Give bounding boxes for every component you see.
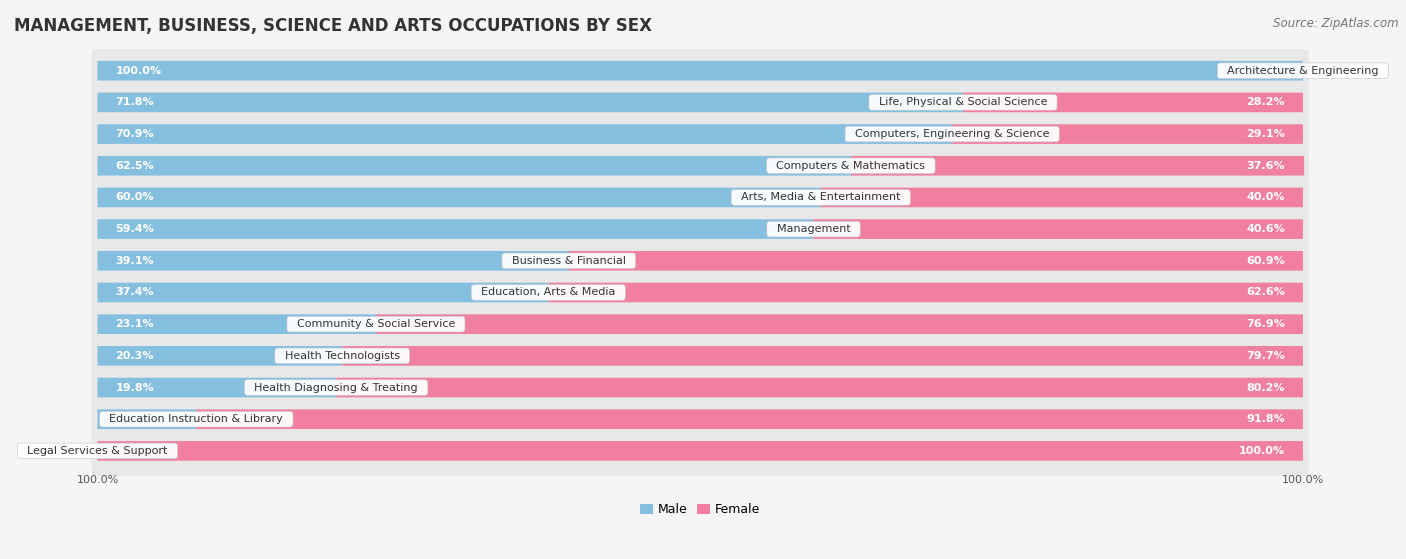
FancyBboxPatch shape bbox=[91, 169, 1309, 226]
Legend: Male, Female: Male, Female bbox=[636, 498, 765, 522]
FancyBboxPatch shape bbox=[97, 314, 375, 334]
Text: 79.7%: 79.7% bbox=[1246, 351, 1285, 361]
Text: 100.0%: 100.0% bbox=[1239, 446, 1285, 456]
FancyBboxPatch shape bbox=[97, 61, 1303, 80]
Text: 91.8%: 91.8% bbox=[1246, 414, 1285, 424]
FancyBboxPatch shape bbox=[97, 156, 851, 176]
Text: 23.1%: 23.1% bbox=[115, 319, 155, 329]
FancyBboxPatch shape bbox=[548, 283, 1303, 302]
Text: 29.1%: 29.1% bbox=[1246, 129, 1285, 139]
Text: 8.2%: 8.2% bbox=[156, 414, 184, 424]
Text: 100.0%: 100.0% bbox=[1282, 475, 1324, 485]
Text: Health Technologists: Health Technologists bbox=[277, 351, 406, 361]
Text: 100.0%: 100.0% bbox=[76, 475, 118, 485]
Text: 40.6%: 40.6% bbox=[1246, 224, 1285, 234]
Text: 70.9%: 70.9% bbox=[115, 129, 155, 139]
Text: 76.9%: 76.9% bbox=[1246, 319, 1285, 329]
FancyBboxPatch shape bbox=[91, 74, 1309, 131]
FancyBboxPatch shape bbox=[91, 233, 1309, 289]
Text: 59.4%: 59.4% bbox=[115, 224, 155, 234]
FancyBboxPatch shape bbox=[91, 328, 1309, 384]
FancyBboxPatch shape bbox=[97, 219, 814, 239]
Text: 62.6%: 62.6% bbox=[1246, 287, 1285, 297]
Text: Architecture & Engineering: Architecture & Engineering bbox=[1220, 66, 1386, 75]
Text: 28.2%: 28.2% bbox=[1246, 97, 1285, 107]
Text: Education, Arts & Media: Education, Arts & Media bbox=[474, 287, 623, 297]
Text: 62.5%: 62.5% bbox=[115, 161, 155, 170]
Text: 60.9%: 60.9% bbox=[1246, 256, 1285, 266]
FancyBboxPatch shape bbox=[97, 283, 548, 302]
FancyBboxPatch shape bbox=[91, 106, 1309, 162]
Text: 100.0%: 100.0% bbox=[115, 66, 162, 75]
FancyBboxPatch shape bbox=[97, 441, 1303, 461]
FancyBboxPatch shape bbox=[91, 359, 1309, 416]
Text: Source: ZipAtlas.com: Source: ZipAtlas.com bbox=[1274, 17, 1399, 30]
Text: Business & Financial: Business & Financial bbox=[505, 256, 633, 266]
FancyBboxPatch shape bbox=[97, 93, 963, 112]
Text: Life, Physical & Social Science: Life, Physical & Social Science bbox=[872, 97, 1054, 107]
Text: 20.3%: 20.3% bbox=[115, 351, 155, 361]
Text: Management: Management bbox=[769, 224, 858, 234]
FancyBboxPatch shape bbox=[197, 409, 1303, 429]
FancyBboxPatch shape bbox=[821, 188, 1303, 207]
FancyBboxPatch shape bbox=[342, 346, 1303, 366]
Text: 71.8%: 71.8% bbox=[115, 97, 155, 107]
Text: 39.1%: 39.1% bbox=[115, 256, 155, 266]
FancyBboxPatch shape bbox=[91, 264, 1309, 321]
FancyBboxPatch shape bbox=[91, 138, 1309, 194]
Text: 19.8%: 19.8% bbox=[115, 382, 155, 392]
FancyBboxPatch shape bbox=[336, 378, 1303, 397]
FancyBboxPatch shape bbox=[375, 314, 1303, 334]
Text: Computers & Mathematics: Computers & Mathematics bbox=[769, 161, 932, 170]
Text: 80.2%: 80.2% bbox=[1246, 382, 1285, 392]
Text: Community & Social Service: Community & Social Service bbox=[290, 319, 463, 329]
FancyBboxPatch shape bbox=[97, 251, 569, 271]
FancyBboxPatch shape bbox=[97, 378, 336, 397]
Text: Health Diagnosing & Treating: Health Diagnosing & Treating bbox=[247, 382, 425, 392]
FancyBboxPatch shape bbox=[97, 188, 821, 207]
Text: Education Instruction & Library: Education Instruction & Library bbox=[103, 414, 290, 424]
FancyBboxPatch shape bbox=[97, 409, 197, 429]
FancyBboxPatch shape bbox=[963, 93, 1303, 112]
FancyBboxPatch shape bbox=[97, 346, 342, 366]
Text: 37.6%: 37.6% bbox=[1246, 161, 1285, 170]
Text: Legal Services & Support: Legal Services & Support bbox=[20, 446, 174, 456]
Text: 37.4%: 37.4% bbox=[115, 287, 155, 297]
FancyBboxPatch shape bbox=[952, 124, 1303, 144]
Text: 60.0%: 60.0% bbox=[115, 192, 155, 202]
FancyBboxPatch shape bbox=[97, 124, 952, 144]
FancyBboxPatch shape bbox=[814, 219, 1303, 239]
FancyBboxPatch shape bbox=[91, 391, 1309, 447]
FancyBboxPatch shape bbox=[569, 251, 1303, 271]
Text: Computers, Engineering & Science: Computers, Engineering & Science bbox=[848, 129, 1056, 139]
FancyBboxPatch shape bbox=[91, 423, 1309, 479]
FancyBboxPatch shape bbox=[91, 296, 1309, 352]
Text: Arts, Media & Entertainment: Arts, Media & Entertainment bbox=[734, 192, 907, 202]
FancyBboxPatch shape bbox=[91, 201, 1309, 257]
Text: MANAGEMENT, BUSINESS, SCIENCE AND ARTS OCCUPATIONS BY SEX: MANAGEMENT, BUSINESS, SCIENCE AND ARTS O… bbox=[14, 17, 652, 35]
Text: 40.0%: 40.0% bbox=[1246, 192, 1285, 202]
FancyBboxPatch shape bbox=[851, 156, 1305, 176]
FancyBboxPatch shape bbox=[91, 42, 1309, 99]
